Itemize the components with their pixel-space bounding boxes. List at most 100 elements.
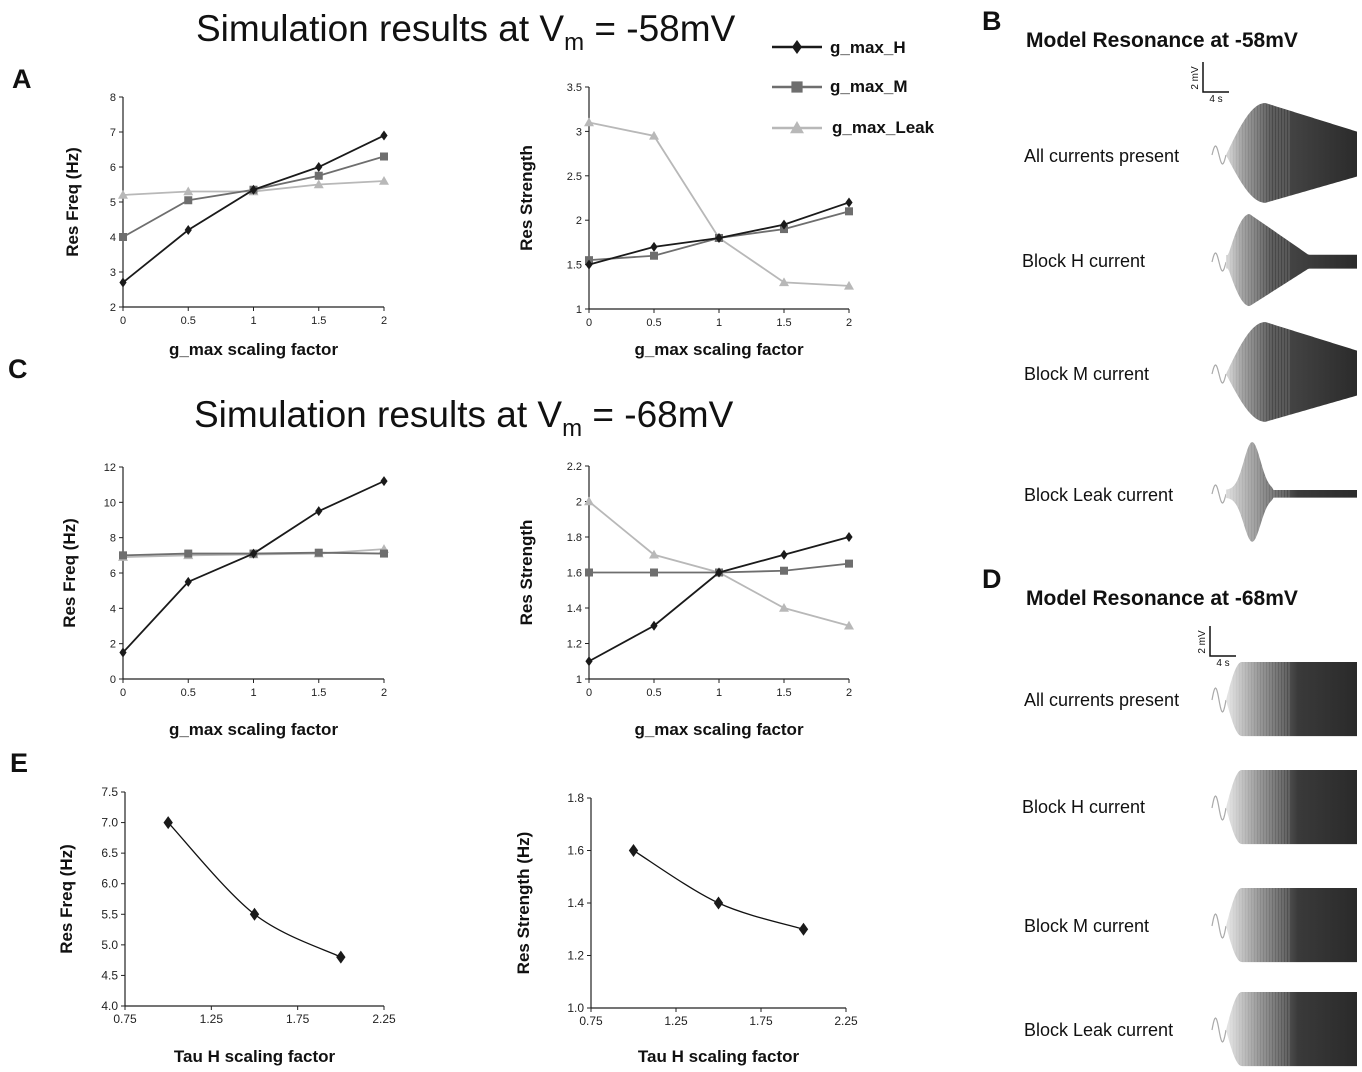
y-tick-label: 1.0 — [567, 1001, 584, 1015]
x-tick-label: 1.5 — [311, 315, 326, 327]
x-tick-label: 2 — [846, 687, 852, 699]
y-tick-label: 1.6 — [567, 844, 584, 858]
y-tick-label: 4.5 — [101, 968, 118, 982]
model-d-trace-0 — [1211, 662, 1357, 737]
data-point — [315, 506, 323, 517]
data-point — [845, 559, 853, 568]
data-point — [249, 548, 258, 559]
data-point — [650, 568, 658, 577]
y-tick-label: 1.5 — [567, 260, 582, 272]
y-tick-label: 7.5 — [101, 785, 118, 799]
data-point — [650, 620, 658, 631]
sim-title-68: Simulation results at Vm = -68mV — [194, 394, 733, 443]
y-tick-label: 2 — [110, 639, 116, 651]
y-tick-label: 1.4 — [567, 603, 582, 615]
sim-title-58: Simulation results at Vm = -58mV — [196, 8, 735, 57]
panel-letter-a: A — [12, 64, 32, 94]
series-data — [628, 844, 809, 936]
model-d-scale-bar: 2 mV 4 s — [1197, 626, 1236, 669]
sim-title-68-suffix: = -68mV — [582, 394, 734, 435]
y-axis-label: Res Strength — [517, 520, 536, 626]
scale-bar-lines — [1202, 62, 1229, 93]
x-tick-label: 0.75 — [579, 1014, 603, 1028]
x-tick-label: 0.5 — [646, 317, 661, 329]
y-tick-label: 3 — [576, 126, 582, 138]
model-b-trace-0 — [1211, 103, 1357, 203]
y-tick-label: 6 — [110, 162, 116, 174]
y-tick-label: 5 — [110, 197, 116, 209]
series-g_max_H — [585, 532, 853, 667]
data-point — [380, 130, 388, 141]
y-tick-label: 2.2 — [567, 461, 582, 473]
y-tick-label: 3 — [110, 267, 116, 279]
series-g_max_H — [119, 476, 388, 658]
legend-item-g_max_H — [772, 40, 822, 54]
model-d-label-h: Block H current — [1022, 797, 1146, 817]
series-data — [163, 816, 346, 964]
series-line — [588, 500, 850, 627]
y-tick-label: 1.8 — [567, 791, 584, 805]
data-point — [119, 551, 127, 560]
model-d-traces: 2 mV 4 s — [1197, 626, 1357, 1067]
data-point — [780, 219, 788, 230]
y-axis-label: Res Freq (Hz) — [60, 518, 79, 628]
model-d-label-m: Block M current — [1024, 916, 1150, 936]
model-d-trace-1 — [1211, 770, 1357, 845]
charts-layer: 2 3 4 5 6 7 8 0 0.5 1 1.5 2 g_max scaling factor Res … — [57, 82, 858, 1066]
model-d-trace-3 — [1211, 992, 1357, 1067]
trace-envelope — [1226, 888, 1357, 963]
legend-item-g_max_M — [772, 81, 822, 93]
legend-label-m: g_max_M — [830, 77, 908, 96]
data-point — [184, 576, 192, 587]
data-point — [380, 476, 388, 487]
trace-start — [1211, 687, 1227, 713]
y-tick-label: 6.0 — [101, 877, 118, 891]
x-tick-label: 1.5 — [311, 687, 326, 699]
legend-swatch-marker — [791, 40, 803, 54]
data-point — [184, 196, 193, 205]
x-tick-label: 2.25 — [834, 1014, 858, 1028]
x-tick-label: 0 — [586, 317, 592, 329]
data-point — [585, 568, 593, 577]
y-tick-label: 8 — [110, 533, 116, 545]
y-tick-label: 6 — [110, 568, 116, 580]
data-point — [715, 232, 723, 243]
x-axis-label: g_max scaling factor — [169, 340, 339, 359]
series-line — [588, 121, 850, 287]
x-axis-label: g_max scaling factor — [169, 720, 339, 739]
trace-envelope — [1226, 770, 1357, 845]
legend-label-leak: g_max_Leak — [832, 118, 935, 137]
y-axis-label: Res Strength — [517, 145, 536, 251]
data-point — [249, 907, 260, 921]
model-d-label-all: All currents present — [1024, 690, 1180, 710]
data-point — [585, 656, 593, 667]
data-point — [779, 277, 789, 287]
data-point — [315, 162, 323, 172]
data-point — [780, 549, 788, 560]
data-point — [314, 171, 323, 180]
data-point — [715, 567, 723, 578]
y-tick-label: 6.5 — [101, 846, 118, 860]
model-b-title: Model Resonance at -58mV — [1026, 29, 1298, 52]
y-tick-label: 7.0 — [101, 816, 118, 830]
data-point — [713, 896, 724, 910]
model-b-label-m: Block M current — [1024, 364, 1150, 384]
x-tick-label: 1.5 — [776, 687, 791, 699]
data-point — [649, 549, 659, 559]
data-point — [845, 207, 853, 216]
series-g_max_M — [119, 152, 388, 241]
y-tick-label: 1.4 — [567, 896, 584, 910]
y-tick-label: 3.5 — [567, 82, 582, 94]
scale-bar-lines — [1209, 626, 1236, 657]
data-point — [379, 176, 389, 185]
panel-letter-e: E — [10, 748, 29, 778]
trace-start — [1211, 145, 1227, 165]
panel-letter-d: D — [982, 564, 1002, 594]
legend-swatch-marker — [790, 121, 804, 134]
scale-bar-time: 4 s — [1216, 658, 1229, 669]
model-d-label-leak: Block Leak current — [1024, 1020, 1174, 1040]
trace-start — [1211, 795, 1227, 821]
data-point — [628, 844, 639, 857]
legend-item-g_max_Leak — [772, 121, 822, 134]
trace-start — [1211, 913, 1227, 939]
